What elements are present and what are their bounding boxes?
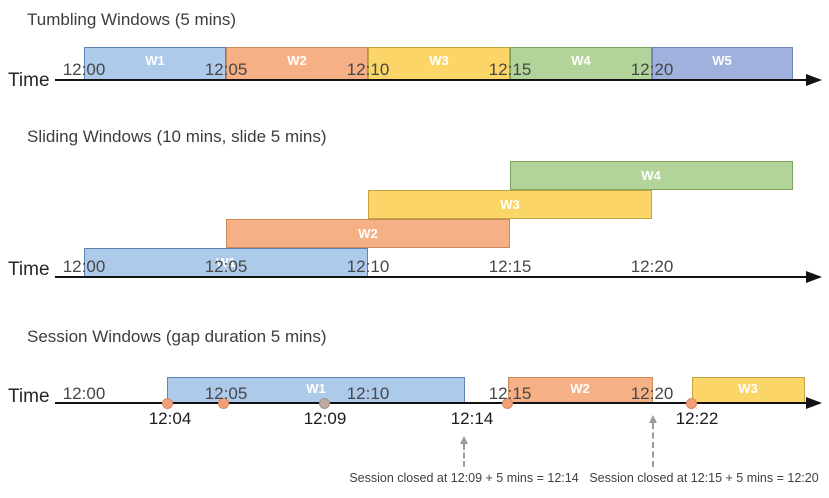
sliding-time-axis <box>55 276 808 278</box>
sliding-window-w1 <box>84 248 368 277</box>
event-dot <box>162 398 173 409</box>
tumbling-tick: 12:10 <box>346 60 390 79</box>
session-window-w2 <box>508 377 653 403</box>
sliding-section-title: Sliding Windows (10 mins, slide 5 mins) <box>27 127 327 146</box>
event-time-label: 12:22 <box>675 409 719 428</box>
session-tick: 12:20 <box>630 384 674 403</box>
session-close-annotation: Session closed at 12:09 + 5 mins = 12:14 <box>349 471 579 485</box>
tumbling-tick: 12:00 <box>62 60 106 79</box>
sliding-window-w2 <box>226 219 510 248</box>
tumbling-window-label: W5 <box>712 53 732 68</box>
sliding-tick: 12:20 <box>630 257 674 276</box>
arrow-dashed-line <box>652 423 654 467</box>
session-tick: 12:10 <box>346 384 390 403</box>
sliding-window-label: W1 <box>216 255 236 270</box>
session-window-label: W3 <box>738 381 758 396</box>
sliding-window-label: W4 <box>641 168 661 183</box>
tumbling-window-w4 <box>510 47 652 80</box>
session-time-axis <box>55 402 808 404</box>
session-window-label: W2 <box>570 381 590 396</box>
tumbling-window-w1 <box>84 47 226 80</box>
event-time-label: 12:04 <box>148 409 192 428</box>
sliding-tick: 12:15 <box>488 257 532 276</box>
tumbling-window-label: W2 <box>287 53 307 68</box>
tumbling-tick: 12:05 <box>204 60 248 79</box>
session-window-label: W1 <box>306 381 326 396</box>
sliding-window-label: W3 <box>500 197 520 212</box>
arrow-up-head-icon <box>460 436 468 444</box>
tumbling-window-w2 <box>226 47 368 80</box>
session-window-w3 <box>692 377 805 403</box>
sliding-axis-arrowhead-icon <box>806 271 822 283</box>
sliding-window-label: W2 <box>358 226 378 241</box>
arrow-dashed-line <box>463 444 465 467</box>
session-close-annotation: Session closed at 12:15 + 5 mins = 12:20 <box>589 471 819 485</box>
event-dot <box>686 398 697 409</box>
session-axis-arrowhead-icon <box>806 397 822 409</box>
sliding-time-axis-label: Time <box>8 259 50 280</box>
session-tick: 12:00 <box>62 384 106 403</box>
tumbling-window-label: W3 <box>429 53 449 68</box>
session-tick: 12:05 <box>204 384 248 403</box>
event-dot <box>319 398 330 409</box>
tumbling-time-axis <box>55 79 808 81</box>
event-time-label: 12:14 <box>450 409 494 428</box>
event-time-label: 12:09 <box>303 409 347 428</box>
sliding-window-w4 <box>510 161 793 190</box>
sliding-tick: 12:10 <box>346 257 390 276</box>
tumbling-axis-arrowhead-icon <box>806 74 822 86</box>
tumbling-window-label: W4 <box>571 53 591 68</box>
session-section-title: Session Windows (gap duration 5 mins) <box>27 327 327 346</box>
sliding-window-w3 <box>368 190 652 219</box>
tumbling-time-axis-label: Time <box>8 70 50 91</box>
sliding-tick: 12:05 <box>204 257 248 276</box>
tumbling-section-title: Tumbling Windows (5 mins) <box>27 10 237 29</box>
sliding-tick: 12:00 <box>62 257 106 276</box>
event-dot <box>218 398 229 409</box>
tumbling-tick: 12:15 <box>488 60 532 79</box>
event-dot <box>502 398 513 409</box>
session-tick: 12:15 <box>488 384 532 403</box>
tumbling-tick: 12:20 <box>630 60 674 79</box>
tumbling-window-label: W1 <box>145 53 165 68</box>
session-close-arrow-icon <box>648 415 658 467</box>
arrow-up-head-icon <box>649 415 657 423</box>
session-close-arrow-icon <box>459 436 469 467</box>
session-time-axis-label: Time <box>8 386 50 407</box>
